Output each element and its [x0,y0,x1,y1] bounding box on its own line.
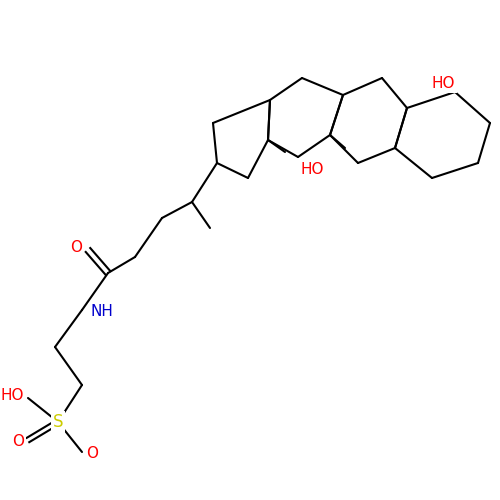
Text: HO: HO [432,76,455,92]
Text: HO: HO [0,388,24,404]
Text: HO: HO [300,162,324,176]
Text: NH: NH [90,304,113,320]
Text: O: O [12,434,24,450]
Text: O: O [70,240,82,256]
Text: S: S [53,413,63,431]
Text: O: O [86,446,98,462]
